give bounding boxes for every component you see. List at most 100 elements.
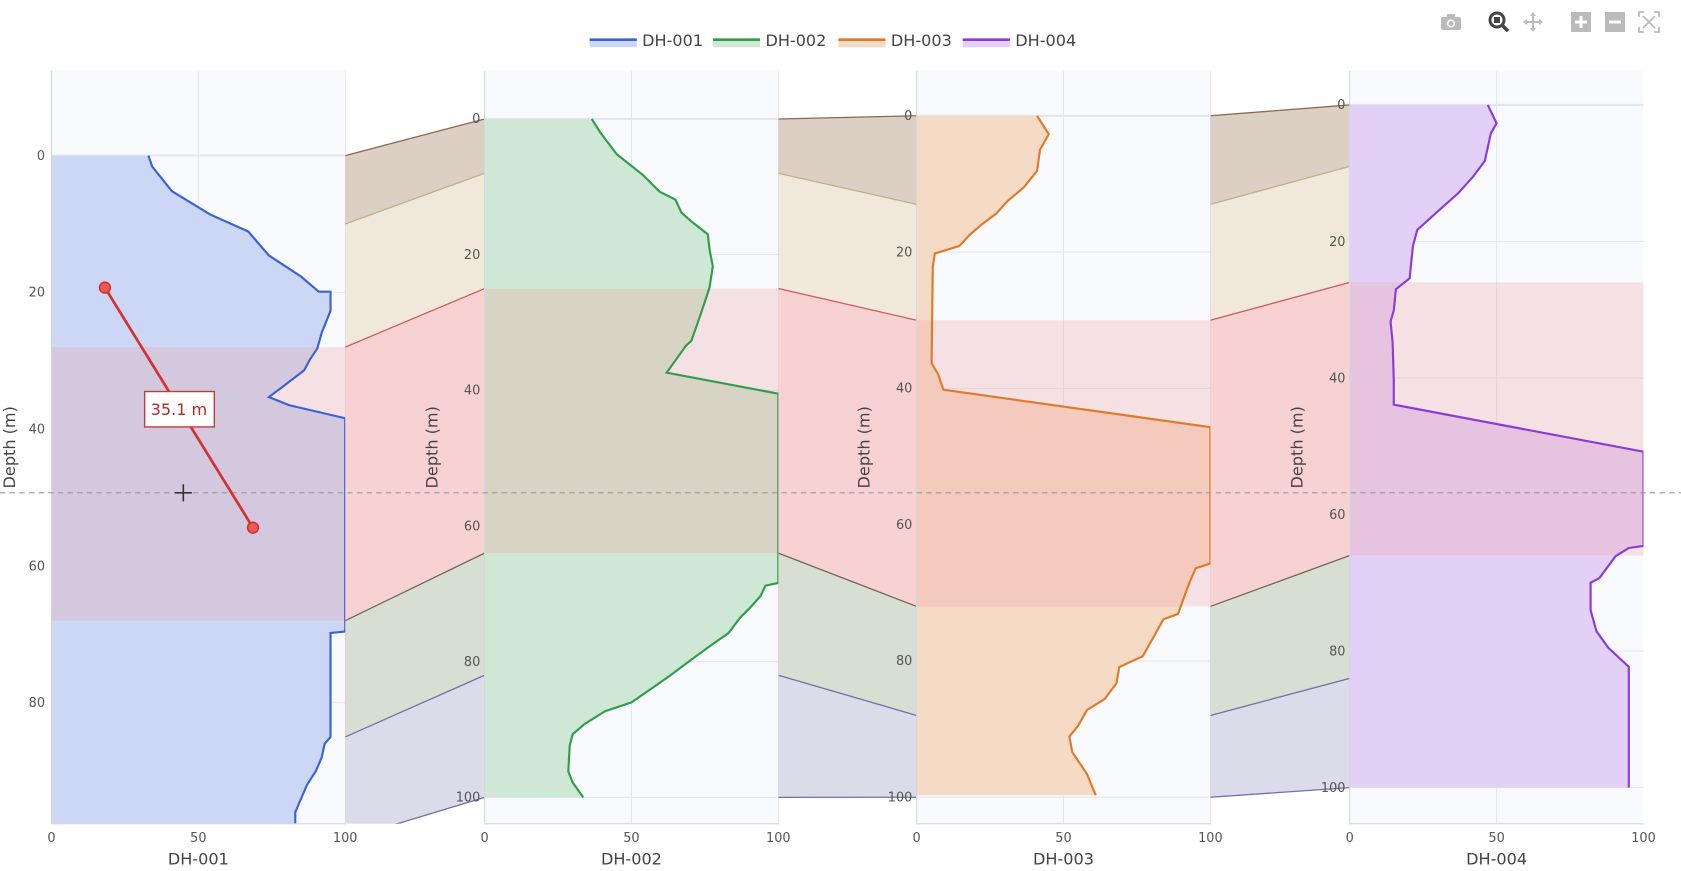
formation-top-line bbox=[1210, 281, 1350, 321]
formation-band-5-DH-003-DH-004 bbox=[1210, 678, 1350, 798]
formation-top-line bbox=[345, 118, 485, 157]
formation-top-line bbox=[344, 674, 485, 738]
y-axis-title: Depth (m) bbox=[0, 406, 19, 488]
formation-band-2-DH-001-DH-002 bbox=[345, 173, 485, 348]
y-tick-label: 60 bbox=[29, 559, 45, 574]
y-tick-label: 0 bbox=[37, 149, 45, 164]
curve-line-DH-001 bbox=[147, 155, 346, 824]
y-tick-label: 40 bbox=[1329, 371, 1345, 386]
legend-label: DH-003 bbox=[891, 31, 952, 50]
formation-top-line bbox=[344, 287, 485, 348]
y-tick-label: 20 bbox=[29, 286, 45, 301]
formation-band-1-DH-001-DH-002 bbox=[345, 118, 485, 224]
formation-band-3-DH-003-DH-004 bbox=[1210, 282, 1350, 607]
formation-top-line bbox=[344, 552, 485, 622]
zoom-out-icon bbox=[1605, 12, 1625, 32]
y-tick-label: 60 bbox=[1329, 508, 1345, 523]
formation-band-3-DH-002-DH-003 bbox=[778, 288, 917, 607]
pan-icon bbox=[1522, 11, 1544, 33]
y-tick-label: 100 bbox=[456, 791, 481, 806]
formation-top-line bbox=[344, 172, 485, 225]
x-tick-label: 100 bbox=[333, 831, 358, 846]
curve-line-DH-002 bbox=[567, 118, 779, 798]
track-DH-001: 0 20 40 60 80 0 50 100 DH-001 Depth (m) bbox=[0, 70, 358, 869]
measurement-annotation[interactable]: 35.1 m bbox=[98, 281, 260, 534]
legend-swatch-fill bbox=[589, 39, 637, 48]
formation-top-line bbox=[1210, 554, 1350, 608]
formation-top-line bbox=[778, 552, 917, 608]
formation-top-line bbox=[1210, 104, 1350, 117]
formation-band-1-DH-002-DH-003 bbox=[778, 115, 917, 205]
crosshair-cursor-icon bbox=[174, 484, 192, 502]
curve-fill-DH-004 bbox=[1349, 104, 1644, 788]
x-tick-label: 50 bbox=[1055, 831, 1071, 846]
y-axis-title: Depth (m) bbox=[854, 406, 873, 488]
x-tick-label: 100 bbox=[1198, 831, 1223, 846]
measurement-end-handle[interactable] bbox=[246, 521, 260, 534]
formation-base-line bbox=[394, 796, 485, 824]
measurement-start-handle[interactable] bbox=[98, 281, 112, 294]
track-DH-004: 0 20 40 60 80 100 0 50 100 DH-004 Depth (m) bbox=[1288, 70, 1656, 869]
formation-top-line bbox=[778, 674, 917, 717]
highlight-zone bbox=[1349, 282, 1644, 556]
legend-item-DH-002[interactable]: DH-002 bbox=[712, 31, 826, 50]
y-tick-label: 40 bbox=[896, 382, 912, 397]
curve-fill-DH-001 bbox=[51, 155, 346, 824]
highlight-zone bbox=[51, 347, 346, 621]
track-content bbox=[484, 70, 779, 824]
correlation-panels bbox=[344, 70, 1350, 824]
camera-button[interactable] bbox=[1439, 10, 1463, 34]
highlight-zone bbox=[916, 320, 1211, 607]
formation-top-line bbox=[1210, 677, 1350, 717]
formation-band-3-DH-001-DH-002 bbox=[345, 288, 485, 621]
track-content bbox=[51, 70, 346, 824]
y-tick-label: 60 bbox=[464, 519, 480, 534]
curve-line-DH-004 bbox=[1389, 104, 1644, 788]
y-tick-label: 100 bbox=[888, 791, 913, 806]
curve-fill-DH-002 bbox=[484, 118, 779, 798]
zoom-in-button[interactable] bbox=[1569, 10, 1593, 34]
x-tick-label: 0 bbox=[47, 831, 55, 846]
x-tick-label: 50 bbox=[190, 831, 206, 846]
y-tick-label: 20 bbox=[896, 245, 912, 260]
track-DH-003: 0 20 40 60 80 100 0 50 100 DH-003 Depth (m) bbox=[854, 70, 1223, 869]
formation-band-4-DH-001-DH-002 bbox=[345, 553, 485, 737]
x-tick-label: 50 bbox=[623, 831, 639, 846]
y-axis-title: Depth (m) bbox=[422, 406, 441, 488]
measurement-label-box bbox=[143, 390, 216, 428]
legend-item-DH-004[interactable]: DH-004 bbox=[962, 31, 1076, 50]
autoscale-button[interactable] bbox=[1637, 10, 1661, 34]
y-tick-label: 60 bbox=[896, 518, 912, 533]
curve-line-DH-003 bbox=[930, 115, 1211, 796]
track-content bbox=[916, 70, 1211, 824]
formation-base-line bbox=[1210, 786, 1350, 798]
x-tick-label: 50 bbox=[1488, 831, 1504, 846]
formation-band-2-DH-002-DH-003 bbox=[778, 173, 917, 321]
legend-label: DH-002 bbox=[765, 31, 826, 50]
legend-item-DH-003[interactable]: DH-003 bbox=[838, 31, 952, 50]
modebar bbox=[1439, 10, 1661, 34]
x-axis-title: DH-003 bbox=[1033, 850, 1094, 869]
zoom-icon bbox=[1488, 11, 1510, 33]
legend-swatch-fill bbox=[962, 39, 1010, 48]
zoom-button[interactable] bbox=[1487, 10, 1511, 34]
formation-top-line bbox=[778, 115, 917, 120]
y-tick-label: 40 bbox=[29, 422, 45, 437]
x-axis-title: DH-004 bbox=[1466, 850, 1527, 869]
formation-band-2-DH-003-DH-004 bbox=[1210, 166, 1350, 321]
x-axis-title: DH-002 bbox=[601, 850, 662, 869]
zoom-out-button[interactable] bbox=[1603, 10, 1627, 34]
legend-item-DH-001[interactable]: DH-001 bbox=[589, 31, 703, 50]
highlight-zone bbox=[484, 288, 779, 554]
pan-button[interactable] bbox=[1521, 10, 1545, 34]
legend-label: DH-001 bbox=[642, 31, 703, 50]
x-tick-label: 100 bbox=[1631, 831, 1656, 846]
legend-swatch-fill bbox=[712, 39, 761, 48]
curve-fill-DH-003 bbox=[916, 115, 1211, 796]
formation-band-4-DH-003-DH-004 bbox=[1210, 555, 1350, 716]
x-tick-label: 0 bbox=[913, 831, 921, 846]
legend-swatch-fill bbox=[838, 39, 886, 48]
y-tick-label: 0 bbox=[1337, 98, 1345, 113]
